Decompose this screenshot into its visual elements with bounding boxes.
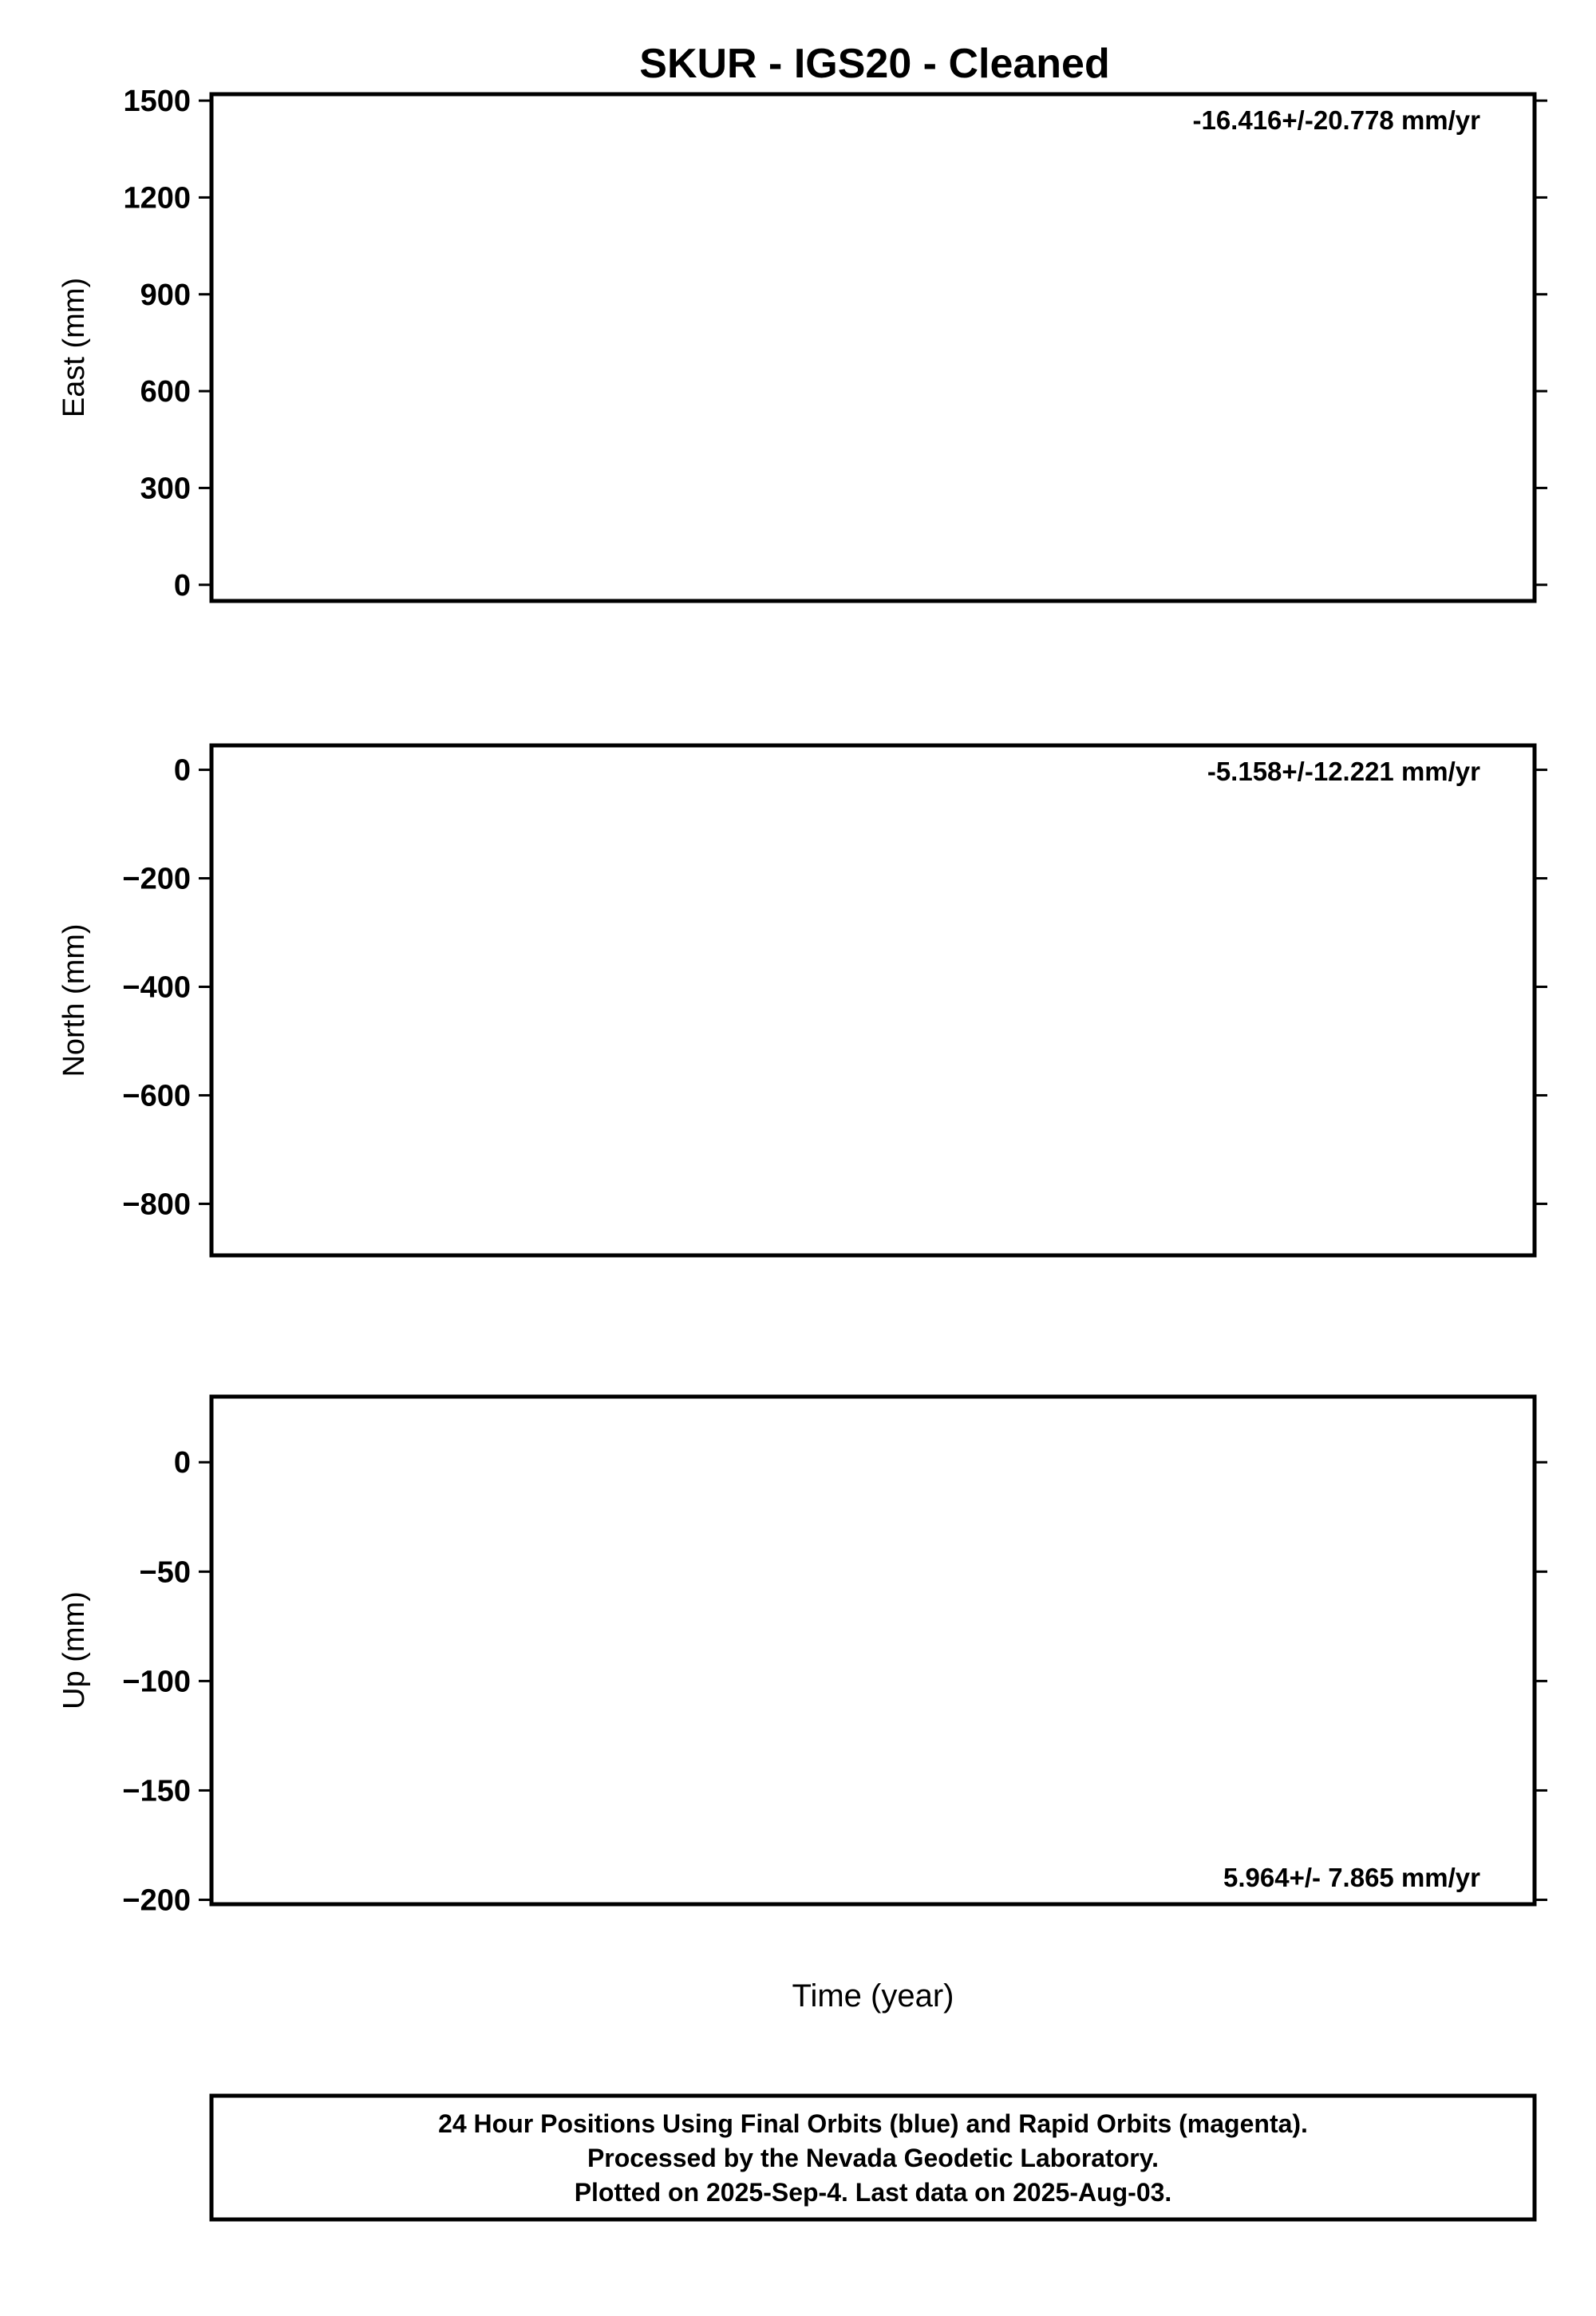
- y-tick-label: 0: [174, 569, 191, 603]
- y-tick-label: −800: [122, 1188, 191, 1221]
- y-tick-label: 600: [140, 375, 191, 409]
- footer-line-3: Plotted on 2025-Sep-4. Last data on 2025…: [575, 2178, 1172, 2207]
- x-axis-label: Time (year): [792, 1978, 954, 2014]
- y-tick-label: −400: [122, 971, 191, 1005]
- y-tick-label: 0: [174, 754, 191, 788]
- rate-label: -5.158+/-12.221 mm/yr: [1207, 757, 1480, 786]
- y-tick-label: −200: [122, 863, 191, 896]
- rate-label: 5.964+/- 7.865 mm/yr: [1223, 1863, 1480, 1892]
- chart-title: SKUR - IGS20 - Cleaned: [639, 41, 1109, 87]
- y-tick-label: 1200: [123, 181, 191, 215]
- y-tick-label: −200: [122, 1884, 191, 1918]
- y-axis-label: North (mm): [57, 923, 91, 1077]
- y-tick-label: 0: [174, 1446, 191, 1480]
- y-tick-label: −150: [122, 1774, 191, 1808]
- y-tick-label: 1500: [123, 85, 191, 118]
- y-tick-label: 300: [140, 472, 191, 505]
- plot-frame: [209, 743, 1537, 1258]
- y-tick-label: 900: [140, 279, 191, 312]
- footer-line-2: Processed by the Nevada Geodetic Laborat…: [587, 2144, 1159, 2172]
- y-tick-label: −100: [122, 1665, 191, 1698]
- rate-label: -16.416+/-20.778 mm/yr: [1192, 105, 1480, 135]
- plot-frame: [209, 92, 1537, 603]
- footer-line-1: 24 Hour Positions Using Final Orbits (bl…: [438, 2109, 1308, 2138]
- y-tick-label: −600: [122, 1079, 191, 1113]
- footer-box: 24 Hour Positions Using Final Orbits (bl…: [209, 2093, 1537, 2222]
- y-axis-label: Up (mm): [57, 1591, 91, 1709]
- footer-frame: [209, 2093, 1537, 2222]
- y-axis-label: East (mm): [57, 278, 91, 417]
- plot-frame: [209, 1394, 1537, 1907]
- y-tick-label: −50: [140, 1555, 191, 1589]
- east-panel: 2022202320242025030060090012001500East (…: [57, 85, 1547, 603]
